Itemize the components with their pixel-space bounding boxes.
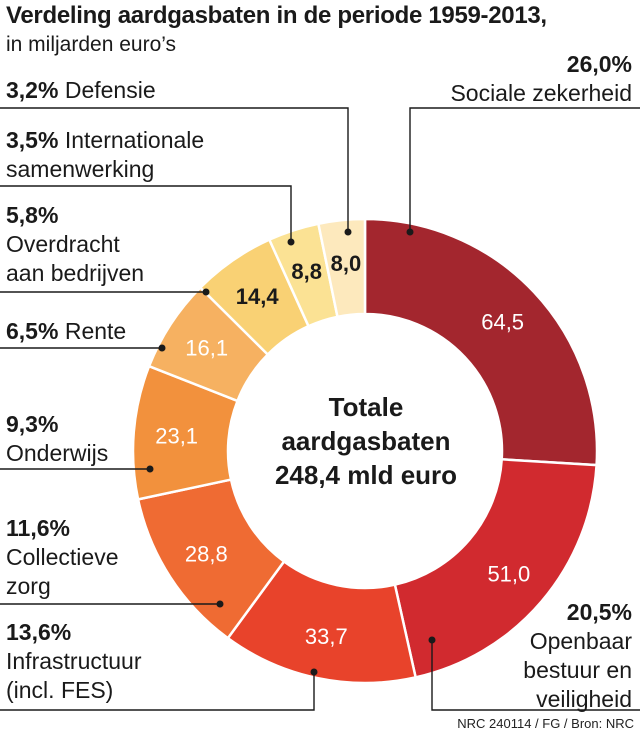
label-openbaar-line3: veiligheid <box>536 686 632 712</box>
label-zorg-line1: Collectieve <box>6 544 119 570</box>
leader-dot-openbaar <box>428 636 436 644</box>
donut-center-label: Totale aardgasbaten 248,4 mld euro <box>246 390 486 492</box>
leader-lines <box>0 107 640 711</box>
leader-internationaal <box>0 185 292 242</box>
label-onderwijs-line1: Onderwijs <box>6 440 109 466</box>
leader-defensie <box>0 107 349 232</box>
leader-dot-internationaal <box>287 238 295 246</box>
label-sociale: 26,0% Sociale zekerheid <box>450 50 632 108</box>
slice-value-label-3: 28,8 <box>185 542 228 567</box>
leader-openbaar <box>431 640 640 711</box>
donut-slices <box>131 217 599 685</box>
leader-sociale <box>409 107 640 232</box>
label-rente-name: Rente <box>64 318 127 344</box>
leader-dot-sociale <box>406 228 414 236</box>
slice-value-label-0: 64,5 <box>481 309 524 334</box>
slice-value-labels: 64,5 51,0 33,7 28,8 23,1 16,1 14,4 8,8 8,0 <box>155 251 530 649</box>
slice-value-label-8: 8,0 <box>331 251 362 276</box>
label-openbaar-pct: 20,5% <box>566 599 632 625</box>
label-openbaar-line1: Openbaar <box>529 628 632 654</box>
label-onderwijs-pct: 9,3% <box>6 411 59 437</box>
chart-title: Verdeling aardgasbaten in de periode 195… <box>6 2 547 29</box>
leader-dots <box>146 228 436 676</box>
label-internationaal: 3,5% Internationale samenwerking <box>6 126 204 184</box>
label-internationaal-line1: samenwerking <box>6 156 155 182</box>
slice-value-label-2: 33,7 <box>305 624 348 649</box>
leader-dot-zorg <box>216 600 224 608</box>
label-internationaal-pct: 3,5% <box>6 127 59 153</box>
label-sociale-pct: 26,0% <box>566 51 632 77</box>
label-zorg: 11,6% Collectieve zorg <box>6 514 119 601</box>
label-defensie-name: Defensie <box>64 77 156 103</box>
label-openbaar: 20,5% Openbaar bestuur en veiligheid <box>523 598 632 714</box>
label-zorg-line2: zorg <box>6 573 51 599</box>
chart-subtitle: in miljarden euro’s <box>6 33 177 56</box>
label-zorg-pct: 11,6% <box>6 515 70 541</box>
label-overdracht-line2: aan bedrijven <box>6 260 145 286</box>
slice-value-label-7: 8,8 <box>291 259 322 284</box>
slice-value-label-1: 51,0 <box>487 562 530 587</box>
leader-infra <box>0 672 315 711</box>
leader-dot-defensie <box>344 228 352 236</box>
center-line-2: aardgasbaten <box>281 426 451 456</box>
label-infra-pct: 13,6% <box>6 619 72 645</box>
slice-8 <box>316 217 367 319</box>
label-rente: 6,5% Rente <box>6 317 126 346</box>
label-overdracht-line1: Overdracht <box>6 231 120 257</box>
leader-dot-infra <box>310 668 318 676</box>
slice-value-label-6: 14,4 <box>236 284 280 309</box>
slice-value-label-4: 23,1 <box>155 423 198 448</box>
label-defensie-pct: 3,2% <box>6 77 59 103</box>
slice-1 <box>393 457 598 679</box>
center-line-1: Totale <box>328 392 404 422</box>
leader-dot-rente <box>158 344 166 352</box>
label-infra-line2: (incl. FES) <box>6 677 114 703</box>
label-sociale-line1: Sociale zekerheid <box>450 80 632 106</box>
label-defensie: 3,2% Defensie <box>6 76 156 105</box>
label-infra: 13,6% Infrastructuur (incl. FES) <box>6 618 142 705</box>
label-rente-pct: 6,5% <box>6 318 59 344</box>
slice-value-label-5: 16,1 <box>185 336 228 361</box>
slice-0 <box>363 217 599 467</box>
label-overdracht-pct: 5,8% <box>6 202 59 228</box>
center-line-3: 248,4 mld euro <box>274 460 458 490</box>
label-openbaar-line2: bestuur en <box>523 657 632 683</box>
label-internationaal-name: Internationale <box>64 127 205 153</box>
leader-dot-onderwijs <box>146 465 154 473</box>
label-infra-line1: Infrastructuur <box>6 648 142 674</box>
source-credit: NRC 240114 / FG / Bron: NRC <box>457 716 634 731</box>
label-onderwijs: 9,3% Onderwijs <box>6 410 108 468</box>
label-overdracht: 5,8% Overdracht aan bedrijven <box>6 201 144 288</box>
leader-dot-overdracht <box>202 288 210 296</box>
